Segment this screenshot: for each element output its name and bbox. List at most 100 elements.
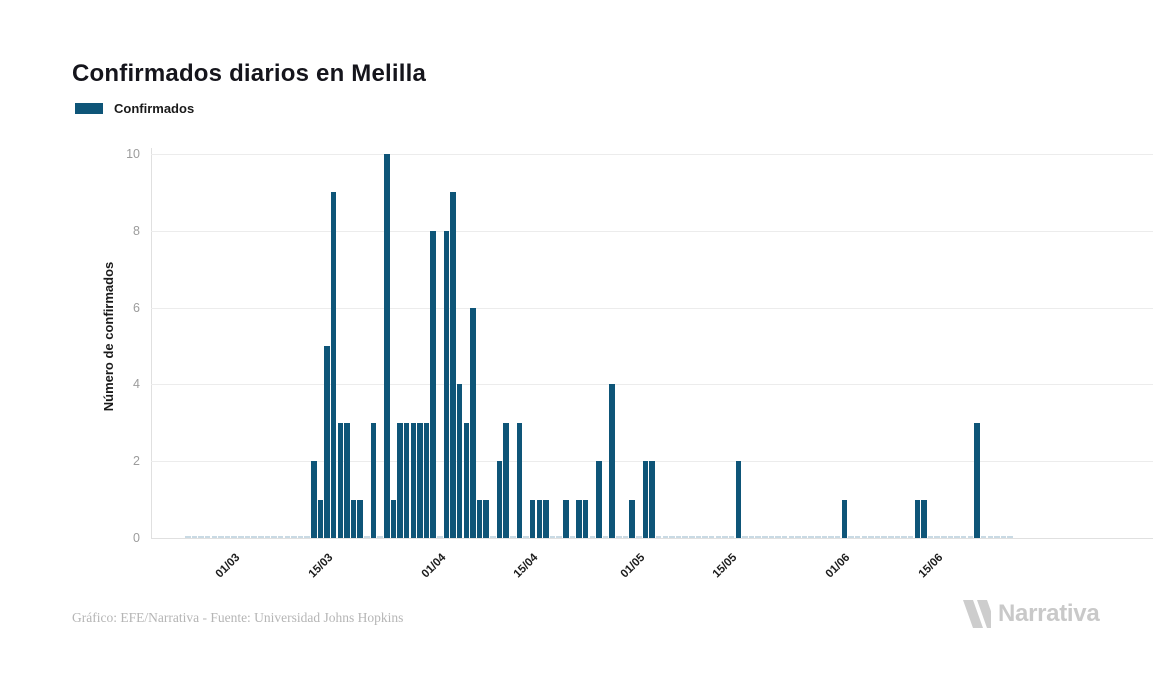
bar-02/04	[443, 230, 450, 538]
gridline-y-4	[151, 384, 1153, 386]
y-tick-label-6: 6	[133, 300, 140, 315]
bar-13/04	[516, 422, 523, 538]
zero-mark-21/04	[569, 536, 576, 538]
zero-mark-24/04	[589, 536, 596, 538]
zero-mark-29/04	[622, 536, 629, 538]
zero-mark-02/06	[848, 536, 854, 538]
zero-mark-15/06	[934, 536, 940, 538]
zero-mark-27/05	[808, 536, 814, 538]
zero-mark-05/06	[868, 536, 874, 538]
zero-mark-22/05	[775, 536, 781, 538]
legend-label: Confirmados	[114, 101, 195, 116]
bar-03/05	[649, 461, 655, 538]
zero-mark-28/04	[616, 536, 622, 538]
bar-30/04	[629, 499, 635, 538]
x-tick-label-15-03: 15/03	[306, 551, 336, 581]
source-credit: Gráfico: EFE/Narrativa - Fuente: Univers…	[72, 610, 404, 625]
zero-mark-17/05	[742, 536, 748, 538]
bar-03/04	[450, 192, 456, 538]
y-axis-title: Número de confirmados	[101, 261, 116, 412]
bar-15/03	[324, 346, 330, 538]
zero-mark-01/03	[231, 536, 237, 538]
zero-mark-06/05	[669, 536, 675, 538]
narrativa-wordmark: Narrativa	[998, 600, 1100, 627]
zero-mark-12/03	[304, 536, 310, 538]
bar-02/05	[642, 461, 649, 538]
bar-24/03	[384, 154, 390, 538]
zero-mark-06/03	[264, 536, 271, 538]
bar-13/06	[921, 499, 927, 538]
x-tick-label-15-05: 15/05	[710, 551, 740, 581]
zero-mark-18/05	[748, 536, 755, 538]
zero-mark-25/02	[198, 536, 204, 538]
zero-mark-23/02	[185, 536, 191, 538]
legend: Confirmados	[75, 101, 194, 116]
x-tick-label-15-04: 15/04	[511, 551, 541, 581]
zero-mark-08/03	[277, 536, 284, 538]
narrativa-n-icon	[963, 600, 991, 628]
zero-mark-07/03	[271, 536, 277, 538]
zero-mark-29/02	[224, 536, 231, 538]
bar-30/03	[423, 422, 430, 538]
zero-mark-23/03	[377, 536, 383, 538]
gridline-y-8	[151, 230, 1153, 232]
bar-16/05	[735, 461, 741, 538]
zero-mark-18/06	[954, 536, 960, 538]
bar-20/03	[357, 499, 363, 538]
zero-mark-17/06	[947, 536, 954, 538]
zero-mark-10/05	[695, 536, 702, 538]
zero-mark-22/06	[980, 536, 987, 538]
zero-mark-16/06	[941, 536, 947, 538]
zero-mark-30/05	[828, 536, 834, 538]
bar-11/04	[503, 422, 509, 538]
zero-mark-08/06	[888, 536, 894, 538]
bar-16/04	[536, 499, 542, 538]
bar-23/04	[582, 499, 589, 538]
zero-mark-20/05	[762, 536, 768, 538]
zero-mark-25/06	[1000, 536, 1007, 538]
zero-mark-13/05	[715, 536, 722, 538]
zero-mark-21/05	[768, 536, 775, 538]
zero-mark-14/05	[722, 536, 728, 538]
zero-mark-11/06	[907, 536, 914, 538]
zero-mark-19/06	[960, 536, 967, 538]
bar-15/04	[529, 499, 536, 538]
bar-06/04	[470, 307, 476, 538]
zero-mark-29/05	[821, 536, 828, 538]
zero-mark-09/05	[689, 536, 695, 538]
zero-mark-24/05	[788, 536, 794, 538]
bar-26/03	[397, 422, 403, 538]
zero-mark-19/04	[556, 536, 562, 538]
bar-25/03	[390, 499, 397, 538]
zero-mark-01/05	[636, 536, 642, 538]
bar-04/04	[456, 384, 463, 538]
zero-mark-12/04	[510, 536, 516, 538]
y-tick-label-10: 10	[126, 147, 140, 161]
bar-14/03	[317, 499, 324, 538]
zero-mark-24/02	[191, 536, 198, 538]
zero-mark-04/06	[861, 536, 867, 538]
zero-mark-25/05	[795, 536, 801, 538]
bar-28/03	[410, 422, 416, 538]
x-tick-label-01-03: 01/03	[213, 551, 243, 581]
zero-mark-15/05	[728, 536, 735, 538]
zero-mark-11/05	[702, 536, 708, 538]
x-tick-label-01-04: 01/04	[419, 551, 448, 581]
narrativa-logo: Narrativa	[963, 600, 1100, 628]
zero-mark-28/05	[815, 536, 821, 538]
zero-mark-28/02	[218, 536, 224, 538]
bar-27/04	[609, 384, 615, 538]
zero-mark-08/05	[682, 536, 688, 538]
bar-25/04	[596, 461, 602, 538]
zero-mark-14/06	[927, 536, 934, 538]
bar-20/04	[563, 499, 569, 538]
bar-16/03	[330, 192, 337, 538]
zero-mark-07/05	[675, 536, 682, 538]
bar-19/03	[350, 499, 357, 538]
y-axis-line	[151, 148, 152, 538]
zero-mark-09/06	[894, 536, 901, 538]
bar-17/03	[337, 422, 343, 538]
bar-17/04	[543, 499, 549, 538]
zero-mark-23/05	[781, 536, 788, 538]
